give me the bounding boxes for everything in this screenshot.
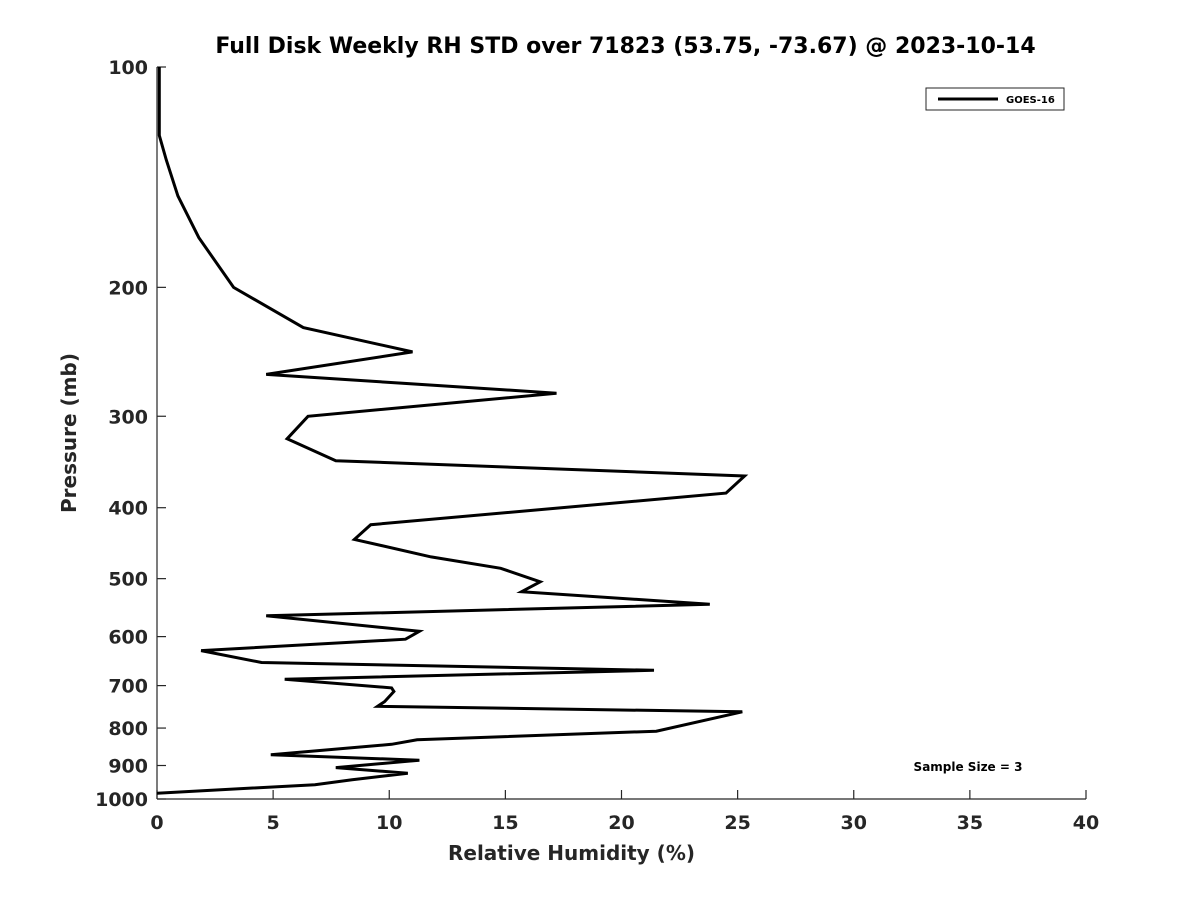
y-axis-label: Pressure (mb) <box>57 353 81 513</box>
x-tick-label: 20 <box>608 812 634 834</box>
axes-frame <box>156 67 1086 800</box>
legend-entry-goes-16: GOES-16 <box>1006 95 1055 106</box>
y-tick-label: 500 <box>108 569 148 591</box>
y-tick-label: 800 <box>108 718 148 740</box>
y-tick-label: 100 <box>108 57 148 79</box>
y-tick-label: 600 <box>108 627 148 649</box>
series-line-goes-16 <box>156 67 749 795</box>
x-axis-label: Relative Humidity (%) <box>448 841 695 865</box>
legend: GOES-16 <box>925 87 1065 111</box>
y-tick-label: 300 <box>108 406 148 428</box>
y-tick-label: 400 <box>108 498 148 520</box>
y-tick-label: 700 <box>108 676 148 698</box>
chart-title: Full Disk Weekly RH STD over 71823 (53.7… <box>215 34 1035 59</box>
y-axis-ticks: 100 200 300 400 500 600 700 800 900 1000 <box>95 57 166 811</box>
series-layer <box>156 67 749 795</box>
y-tick-label: 1000 <box>95 789 148 811</box>
x-tick-label: 5 <box>267 812 280 834</box>
y-tick-label: 900 <box>108 756 148 778</box>
x-tick-label: 40 <box>1073 812 1099 834</box>
x-tick-label: 10 <box>376 812 402 834</box>
x-axis-ticks: 0 5 10 15 20 25 30 35 40 <box>150 790 1099 834</box>
y-tick-label: 200 <box>108 277 148 299</box>
x-tick-label: 15 <box>492 812 518 834</box>
x-tick-label: 25 <box>724 812 750 834</box>
x-tick-label: 0 <box>150 812 163 834</box>
x-tick-label: 35 <box>957 812 983 834</box>
x-tick-label: 30 <box>841 812 867 834</box>
sample-size-annotation: Sample Size = 3 <box>914 760 1023 774</box>
